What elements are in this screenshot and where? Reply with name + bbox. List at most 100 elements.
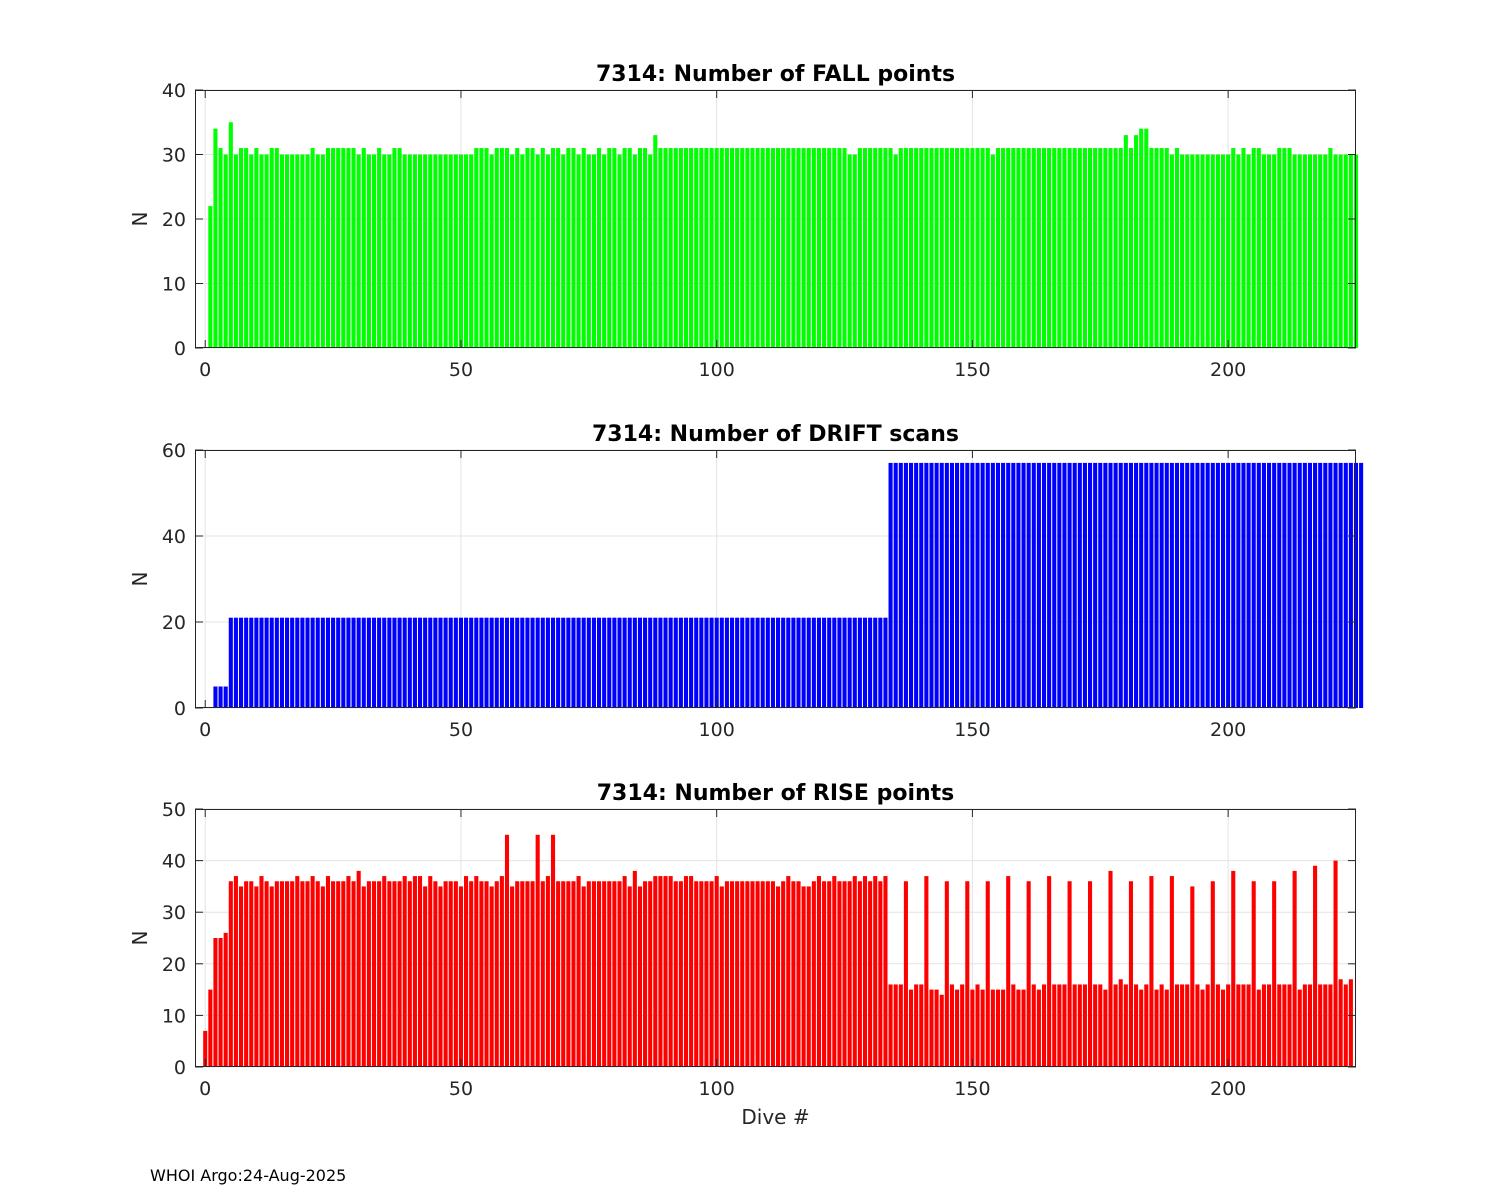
bar [1251, 881, 1256, 1067]
bar [448, 154, 453, 348]
bar [622, 876, 627, 1067]
bar [1338, 154, 1343, 348]
bar [673, 148, 678, 348]
bar [745, 617, 750, 708]
chart-title: 7314: Number of RISE points [597, 781, 955, 806]
bar [1067, 881, 1072, 1067]
bar [1318, 462, 1323, 708]
bar [581, 886, 586, 1067]
bar [1246, 154, 1251, 348]
bar [494, 148, 499, 348]
bar [1261, 462, 1266, 708]
bar [397, 148, 402, 348]
bar [1057, 462, 1062, 708]
bar [750, 617, 755, 708]
bar [469, 617, 474, 708]
bar [305, 154, 310, 348]
bar [842, 617, 847, 708]
bar [1210, 154, 1215, 348]
bar [494, 881, 499, 1067]
bar [315, 154, 320, 348]
bar [371, 881, 377, 1067]
bar [387, 881, 392, 1067]
bar [781, 881, 786, 1067]
bar [545, 876, 550, 1067]
bar [1302, 154, 1307, 348]
bar [801, 617, 806, 708]
bar [678, 881, 683, 1067]
bar [1307, 154, 1313, 348]
bar [934, 989, 939, 1067]
bar [453, 617, 458, 708]
bar [1159, 984, 1164, 1067]
bar [520, 154, 525, 348]
bar [1077, 984, 1082, 1067]
bar [361, 886, 366, 1067]
bar [729, 617, 735, 708]
bar [556, 148, 561, 348]
bar [331, 148, 336, 348]
bar [1348, 979, 1353, 1067]
bar [279, 617, 284, 708]
bar [776, 148, 781, 348]
x-tick-label: 150 [954, 719, 990, 741]
bar [290, 881, 295, 1067]
bar [1313, 154, 1318, 348]
bar [847, 154, 852, 348]
bar [888, 462, 893, 708]
bar [1185, 462, 1190, 708]
bar [1026, 881, 1031, 1067]
bar [1292, 154, 1297, 348]
bar [1098, 984, 1103, 1067]
bar [637, 886, 643, 1067]
bar [510, 886, 515, 1067]
bar [1103, 989, 1108, 1067]
bar [1103, 462, 1108, 708]
bar [1021, 148, 1026, 348]
x-tick-label: 150 [954, 359, 990, 381]
bar [837, 617, 842, 708]
bar [1359, 462, 1364, 708]
bar [668, 148, 673, 348]
bar [223, 154, 228, 348]
bar [228, 881, 233, 1067]
bar [218, 148, 223, 348]
bar [1077, 148, 1082, 348]
bar [269, 148, 274, 348]
bar [1256, 989, 1261, 1067]
bar [975, 984, 980, 1067]
bar [325, 876, 331, 1067]
bar [520, 881, 525, 1067]
bar [571, 148, 576, 348]
bar [791, 881, 796, 1067]
bar [724, 148, 729, 348]
bar [678, 148, 683, 348]
bar [1267, 462, 1272, 708]
bar [760, 881, 765, 1067]
bar [1041, 984, 1047, 1067]
bar [556, 881, 561, 1067]
bar [648, 881, 653, 1067]
bar [1026, 462, 1031, 708]
y-tick-label: 20 [162, 209, 186, 231]
bar [1072, 462, 1077, 708]
bar [279, 154, 284, 348]
bar [724, 617, 729, 708]
bar [402, 617, 407, 708]
bar [479, 617, 484, 708]
bar [310, 617, 315, 708]
bar [1200, 154, 1205, 348]
bar [346, 617, 351, 708]
bar [1123, 462, 1128, 708]
bar [315, 881, 320, 1067]
y-tick-label: 10 [162, 274, 186, 296]
bar [1144, 462, 1149, 708]
bar [919, 984, 924, 1067]
bar [285, 881, 290, 1067]
x-tick-label: 50 [449, 719, 473, 741]
bar [653, 135, 658, 348]
bar [269, 617, 274, 708]
bar [597, 617, 602, 708]
bar [770, 617, 775, 708]
bar [397, 881, 402, 1067]
